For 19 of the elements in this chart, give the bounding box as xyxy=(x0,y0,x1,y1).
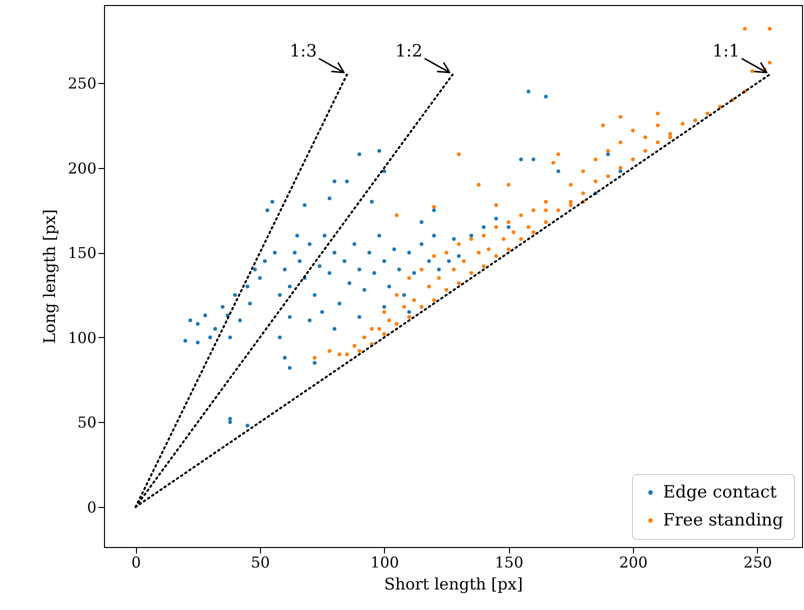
x-tick-label: 50 xyxy=(250,554,270,572)
annotation: 1:1 xyxy=(712,42,740,62)
y-axis-title: Long length [px] xyxy=(40,209,59,344)
y-tick-label: 0 xyxy=(86,498,96,516)
x-axis-title: Short length [px] xyxy=(384,574,523,594)
annotation: 1:3 xyxy=(290,42,317,62)
y-tick-label: 250 xyxy=(68,74,96,93)
y-tick-label: 150 xyxy=(68,244,96,262)
annotation: 1:2 xyxy=(395,42,423,62)
y-tick-label: 100 xyxy=(68,328,96,347)
x-tick-label: 200 xyxy=(619,554,648,572)
y-tick-label: 50 xyxy=(77,414,96,432)
x-tick-label: 150 xyxy=(494,554,524,572)
x-tick-label: 250 xyxy=(743,554,772,572)
y-tick-label: 200 xyxy=(68,159,96,178)
x-tick-label: 0 xyxy=(131,554,141,572)
legend-label: Free standing xyxy=(663,510,784,530)
legend-label: Edge contact xyxy=(663,482,777,502)
x-tick-label: 100 xyxy=(370,554,400,572)
